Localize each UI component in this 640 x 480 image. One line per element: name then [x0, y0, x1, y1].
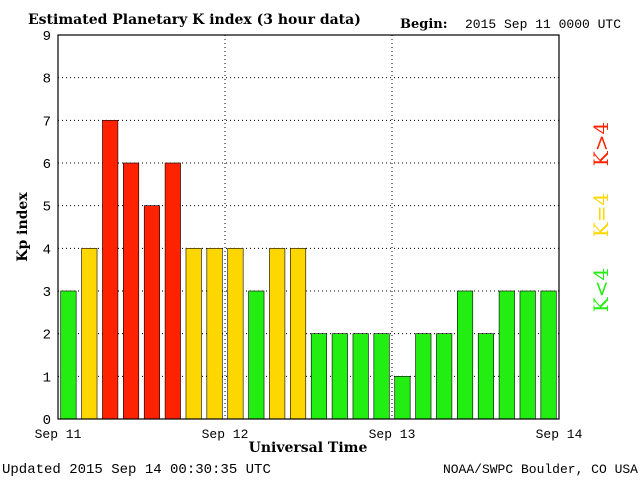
legend-entry: K<4	[589, 268, 613, 312]
x-tick-label: Sep 13	[369, 427, 416, 442]
legend-entry: K>4	[589, 122, 613, 166]
kp-bar	[373, 333, 390, 420]
kp-bar	[310, 333, 327, 420]
legend-entry: K=4	[589, 193, 613, 237]
kp-bar	[457, 290, 474, 420]
y-tick-label: 3	[43, 285, 51, 301]
kp-bar	[206, 248, 223, 420]
x-tick-label: Sep 12	[202, 427, 249, 442]
x-tick-label: Sep 11	[35, 427, 82, 442]
y-tick-label: 1	[43, 370, 51, 386]
kp-bar	[102, 120, 119, 420]
updated-timestamp: Updated 2015 Sep 14 00:30:35 UTC	[2, 462, 271, 478]
kp-bar	[498, 290, 515, 420]
kp-bar	[185, 248, 202, 420]
kp-bar	[477, 333, 494, 420]
kp-bar	[60, 290, 77, 420]
kp-bar	[436, 333, 453, 420]
kp-bar	[540, 290, 557, 420]
kp-bar	[331, 333, 348, 420]
kp-bar	[269, 248, 286, 420]
kp-bar	[123, 162, 140, 420]
y-tick-label: 7	[43, 114, 51, 130]
chart-title: Estimated Planetary K index (3 hour data…	[28, 12, 361, 28]
kp-bar	[164, 162, 181, 420]
y-tick-label: 8	[43, 72, 51, 88]
y-tick-label: 9	[43, 29, 51, 45]
kp-bar	[394, 376, 411, 420]
kp-bar	[519, 290, 536, 420]
kp-bar	[143, 205, 160, 420]
begin-value: 2015 Sep 11 0000 UTC	[465, 17, 621, 32]
x-axis-label: Universal Time	[249, 440, 368, 456]
y-tick-label: 6	[43, 157, 51, 173]
x-tick-label: Sep 14	[536, 427, 583, 442]
begin-label: Begin:	[400, 17, 448, 32]
y-axis-label: Kp index	[15, 192, 31, 262]
kp-bar	[290, 248, 307, 420]
kp-bar	[415, 333, 432, 420]
source-credit: NOAA/SWPC Boulder, CO USA	[443, 462, 638, 477]
kp-bar	[352, 333, 369, 420]
plot-frame	[57, 34, 560, 420]
y-tick-label: 2	[43, 328, 51, 344]
kp-bar	[81, 248, 98, 420]
y-tick-label: 4	[43, 242, 51, 258]
y-tick-label: 0	[43, 413, 51, 429]
y-tick-label: 5	[43, 200, 51, 216]
kp-bar	[227, 248, 244, 420]
kp-bar	[248, 290, 265, 420]
